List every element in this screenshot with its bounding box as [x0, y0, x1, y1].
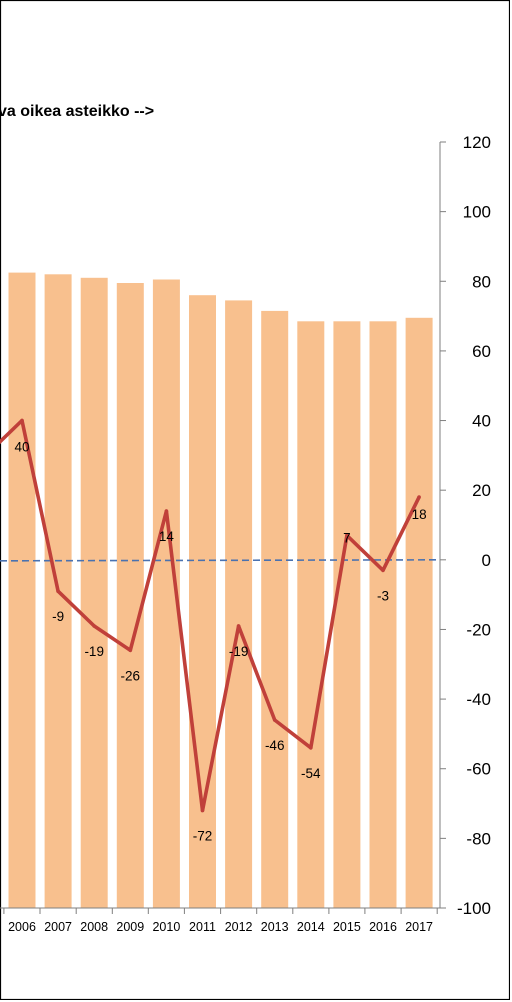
x-tick-label-2015: 2015	[333, 920, 361, 934]
bar-2017	[405, 317, 433, 908]
bar-2013	[261, 310, 289, 908]
y-tick-label--60: -60	[466, 760, 491, 779]
x-axis: 2006 2007 2008 2009 2010 2011 2012 2013 2014 2015…	[0, 907, 440, 934]
x-tick-label-2016: 2016	[369, 920, 397, 934]
y-tick-label-60: 60	[472, 342, 491, 361]
y-tick-label--20: -20	[466, 621, 491, 640]
line-point-2012	[236, 624, 241, 628]
data-label-2007: -9	[52, 609, 64, 624]
data-label-2008: -19	[84, 644, 104, 659]
bar-2008	[80, 277, 108, 908]
bar-2011	[189, 295, 216, 908]
x-tick-label-2010: 2010	[152, 920, 180, 934]
data-label-2006: 40	[14, 440, 29, 455]
x-tick-label-2006: 2006	[8, 920, 36, 934]
y-tick-label--100: -100	[457, 899, 491, 918]
line-point-2007	[56, 589, 60, 593]
y-tick-label-100: 100	[463, 203, 491, 222]
bar-2014	[297, 321, 325, 908]
zero-line	[0, 559, 441, 562]
line-point-2009	[128, 648, 133, 653]
line-point-2016	[381, 568, 385, 573]
data-label-2014: -54	[301, 766, 321, 781]
x-tick-label-2011: 2011	[189, 920, 216, 934]
data-label-2017: 18	[412, 507, 427, 522]
x-tick-label-2014: 2014	[297, 920, 325, 934]
line-series	[0, 418, 421, 813]
line-point-2010	[164, 509, 169, 513]
line-point-2014	[309, 746, 313, 750]
line-point-2008	[92, 624, 96, 628]
x-tick-label-2008: 2008	[80, 920, 108, 934]
bar-2012	[225, 300, 253, 908]
data-label-2015: 7	[343, 530, 351, 545]
line-point-2006	[20, 418, 24, 423]
bar-series	[8, 272, 433, 909]
line-point-2013	[272, 718, 277, 722]
data-label-2011: -72	[193, 829, 213, 844]
y-tick-label--80: -80	[466, 829, 491, 848]
x-tick-label-2017: 2017	[405, 920, 433, 934]
bar-2009	[116, 283, 144, 908]
data-label-2009: -26	[121, 668, 141, 683]
data-labels: 40 -9 -19 -26 14 -72 -19 -46 -54 7 -3 18	[14, 440, 426, 844]
x-tick-label-2012: 2012	[225, 920, 253, 934]
axis-note: va oikea asteikko -->	[0, 103, 154, 120]
data-label-2012: -19	[229, 644, 249, 659]
line-point-2017	[417, 495, 421, 499]
line-point-2015	[345, 533, 349, 538]
y-tick-label-40: 40	[472, 412, 491, 431]
line-point-2011	[200, 808, 205, 813]
data-label-2010: 14	[159, 529, 175, 544]
y-axis: 120 100 80 60 40 20 0 -20 -40 -60 -80 -100	[439, 133, 491, 918]
y-tick-label--40: -40	[466, 690, 491, 709]
y-tick-label-0: 0	[482, 551, 491, 570]
bar-2006	[8, 272, 36, 909]
y-tick-label-120: 120	[463, 133, 491, 152]
y-tick-label-80: 80	[472, 272, 491, 291]
data-label-2016: -3	[377, 588, 389, 603]
bar-2016	[369, 321, 397, 908]
bar-2015	[333, 321, 361, 908]
x-tick-label-2013: 2013	[261, 920, 289, 934]
x-tick-label-2009: 2009	[116, 920, 144, 934]
data-label-2013: -46	[265, 738, 285, 753]
x-tick-label-2007: 2007	[44, 920, 72, 934]
y-tick-label-20: 20	[472, 481, 491, 500]
